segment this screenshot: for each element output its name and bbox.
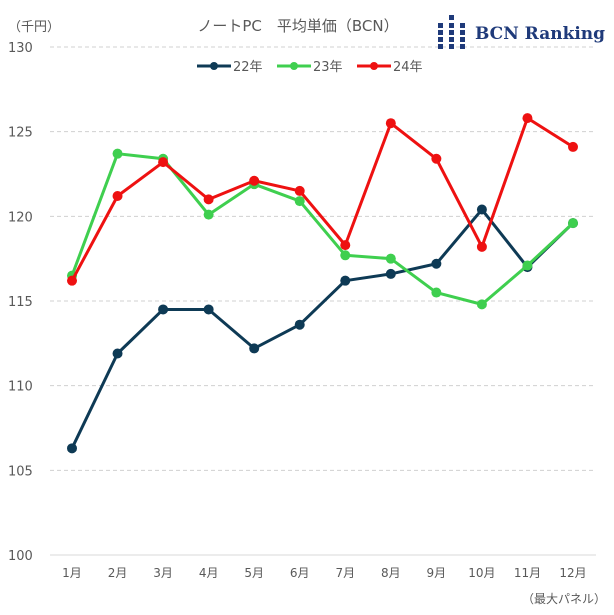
x-tick-label: 8月 [381,566,401,580]
x-tick-label: 11月 [514,566,541,580]
data-point [476,241,487,252]
data-point [294,196,305,207]
data-point [203,194,214,205]
legend-label: 23年 [313,60,343,75]
data-point [249,343,260,354]
bcn-ranking-logo: BCN Ranking [437,15,605,53]
data-point [476,204,487,215]
data-point [203,209,214,220]
data-point [385,118,396,129]
data-point [522,113,533,124]
series-22年 [67,204,578,454]
series-line [70,116,574,282]
series-line [70,208,575,449]
data-point [431,258,442,269]
series-24年 [67,113,578,286]
legend-label: 22年 [233,60,263,75]
x-tick-label: 3月 [153,566,173,580]
x-tick-label: 7月 [335,566,355,580]
chart-title: ノートPC 平均単価（BCN） [197,17,398,35]
data-point [431,153,442,164]
data-point [112,348,123,359]
data-point [340,275,351,286]
y-tick-label: 110 [8,380,33,395]
data-point [568,218,578,229]
x-tick-label: 12月 [559,566,586,580]
x-tick-label: 2月 [108,566,128,580]
footnote: （最大パネル） [522,592,606,606]
series-23年 [67,148,578,310]
data-point [385,268,396,279]
x-tick-label: 5月 [244,566,264,580]
x-tick-label: 1月 [62,566,82,580]
legend-label: 24年 [393,60,423,75]
legend-item: 24年 [357,60,423,75]
data-point [431,287,442,298]
data-point [522,260,533,271]
data-point [158,304,169,315]
data-point [385,253,396,264]
logo-text: BCN Ranking [475,24,606,44]
y-tick-label: 105 [8,464,33,479]
data-point [112,191,123,202]
y-tick-label: 115 [8,295,33,310]
data-point [294,185,305,196]
x-tick-label: 4月 [199,566,219,580]
data-point [340,250,351,261]
data-point [249,175,260,186]
data-point [158,157,169,168]
y-tick-label: 120 [8,210,33,225]
legend-item: 23年 [277,60,343,75]
data-point [340,240,351,251]
x-tick-label: 10月 [468,566,495,580]
data-point [294,319,305,330]
y-tick-label: 125 [8,126,33,141]
legend-marker [370,62,378,70]
data-point [203,304,214,315]
y-axis-label: （千円） [8,20,60,35]
data-point [112,148,123,159]
legend-marker [290,62,298,70]
series-line [70,152,575,306]
y-tick-label: 100 [8,549,33,564]
y-tick-label: 130 [8,41,33,56]
legend-item: 22年 [197,60,263,75]
data-point [476,299,487,310]
data-point [67,275,77,286]
data-point [568,141,578,152]
logo-mark-icon [438,15,465,49]
legend-marker [210,62,218,70]
x-tick-label: 9月 [427,566,447,580]
x-tick-label: 6月 [290,566,310,580]
data-point [67,443,77,454]
